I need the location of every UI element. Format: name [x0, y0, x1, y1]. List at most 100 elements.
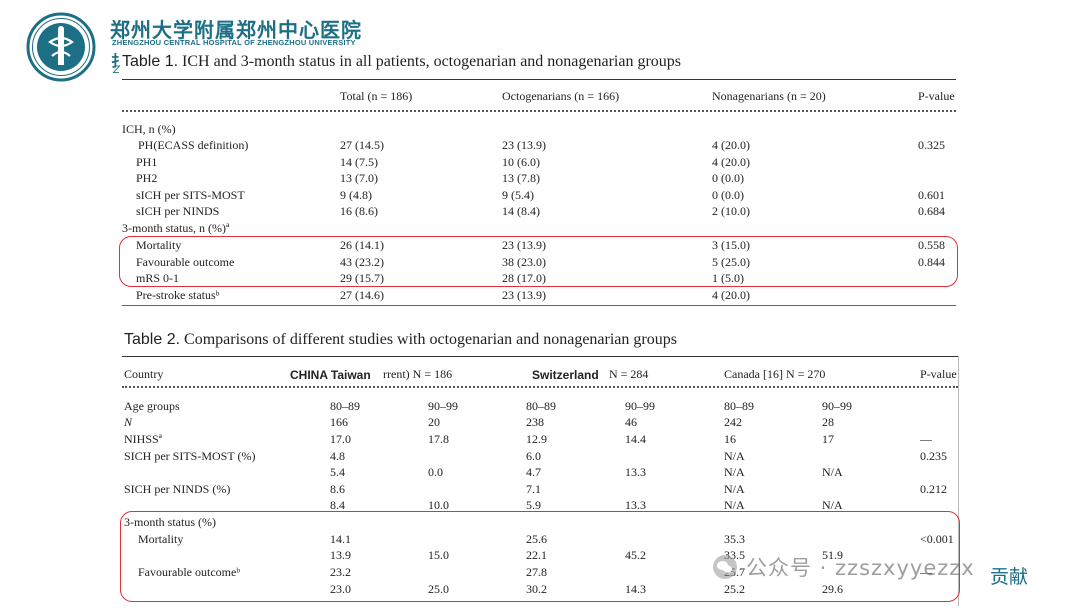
table2-row-label: NIHSSª: [124, 432, 162, 446]
table1-bottom-rule: [122, 305, 956, 306]
table2-cell: 80–89: [526, 399, 556, 413]
table2-cell: 14.1: [330, 532, 351, 546]
table2-row-label: SICH per NINDS (%): [124, 482, 231, 496]
table2-cell: 14.4: [625, 432, 646, 446]
table2-col-china-n: rrent) N = 186: [383, 367, 453, 381]
table2-top-rule: [122, 356, 958, 357]
table1-cell-nona: 4 (20.0): [712, 288, 750, 302]
table2-cell: 90–99: [428, 399, 458, 413]
table1-top-rule: [122, 79, 956, 80]
table1-cell-p: 0.325: [918, 138, 945, 152]
table1-cell-total: 9 (4.8): [340, 188, 372, 202]
table2-cell: 27.8: [526, 565, 547, 579]
table1-col-p: P-value: [918, 89, 955, 103]
table2-cell: 242: [724, 415, 742, 429]
table2-title: Table 2. Comparisons of different studie…: [124, 331, 677, 349]
table2-cell: 30.2: [526, 582, 547, 596]
table2-row-label: Favourable outcomeᵇ: [138, 565, 241, 579]
table2-cell: 7.1: [526, 482, 541, 496]
table2-row-label: SICH per SITS-MOST (%): [124, 449, 256, 463]
table2-cell-p: —: [920, 565, 932, 579]
table2-cell-p: 0.235: [920, 449, 947, 463]
table1-row-label: Pre-stroke statusᵇ: [136, 288, 220, 302]
table2-cell: N/A: [724, 482, 745, 496]
table2-cell: 80–89: [724, 399, 754, 413]
table1-cell-nona: 0 (0.0): [712, 171, 744, 185]
table1-row-label: PH1: [136, 155, 158, 169]
table2-row: N 166 20 238 46 242 28: [0, 415, 1080, 431]
table2-col-country: Country: [124, 367, 164, 381]
table2-cell: 6.0: [526, 449, 541, 463]
table2-col-p: P-value: [920, 367, 957, 381]
table1-col-total: Total (n = 186): [340, 89, 413, 103]
table2-row: 13.9 15.0 22.1 45.2 33.5 51.9: [0, 548, 1080, 564]
table2-cell: 15.0: [428, 548, 449, 562]
table1-cell-octo: 14 (8.4): [502, 204, 540, 218]
table2-cell-p: 0.212: [920, 482, 947, 496]
table2-col-china: CHINA Taiwan: [290, 368, 371, 382]
table1-highlight-box: [119, 236, 958, 287]
table1-cell-octo: 9 (5.4): [502, 188, 534, 202]
table2-header-row: Country CHINA Taiwan rrent) N = 186 Swit…: [0, 367, 1080, 383]
hospital-name-cn: 郑州大学附属郑州中心医院: [110, 18, 362, 42]
table2-cell: 17.8: [428, 432, 449, 446]
wechat-icon: [713, 555, 737, 579]
table1-row-label: 3-month status, n (%)ª: [122, 221, 230, 235]
table1-cell-total: 26 (14.1): [340, 238, 384, 252]
table2-row: 3-month status (%): [0, 515, 1080, 531]
table2-row: SICH per SITS-MOST (%) 4.8 6.0 N/A 0.235: [0, 449, 1080, 465]
table2-title-text: Comparisons of different studies with oc…: [180, 331, 677, 348]
table1-header-row: Total (n = 186) Octogenarians (n = 166) …: [0, 89, 1080, 105]
hospital-name-en: ZHENGZHOU CENTRAL HOSPITAL OF ZHENGZHOU …: [112, 38, 356, 47]
table2-cell: 25.0: [428, 582, 449, 596]
table2-cell: 25.6: [526, 532, 547, 546]
table2-cell: 90–99: [822, 399, 852, 413]
table1-cell-nona: 4 (20.0): [712, 155, 750, 169]
table2-header-rule: [122, 386, 958, 388]
table2-cell: 238: [526, 415, 544, 429]
table2-row: 5.4 0.0 4.7 13.3 N/A N/A: [0, 465, 1080, 481]
table1-cell-nona: 4 (20.0): [712, 138, 750, 152]
table2-cell: 90–99: [625, 399, 655, 413]
table1-row: 3-month status, n (%)ª: [0, 221, 1080, 237]
table1-cell-total: 29 (15.7): [340, 271, 384, 285]
table2-cell: 20: [428, 415, 440, 429]
table1-row-label: ICH, n (%): [122, 122, 176, 136]
table2-row-label: Age groups: [124, 399, 180, 413]
table2-cell: 29.6: [822, 582, 843, 596]
table2-cell: 17: [822, 432, 834, 446]
table1-row-label: PH(ECASS definition): [138, 138, 249, 152]
table2-cell: N/A: [724, 449, 745, 463]
table2-cell: 23.2: [330, 565, 351, 579]
table1-cell-nona: 0 (0.0): [712, 188, 744, 202]
table2-cell: 23.0: [330, 582, 351, 596]
table1-row: PH1 14 (7.5) 10 (6.0) 4 (20.0): [0, 155, 1080, 171]
table1-cell-total: 14 (7.5): [340, 155, 378, 169]
table1-cell-p: 0.558: [918, 238, 945, 252]
table2-cell-p: —: [920, 432, 932, 446]
table2-cell: 45.2: [625, 548, 646, 562]
table1-col-nona: Nonagenarians (n = 20): [712, 89, 826, 103]
table1-row: sICH per SITS-MOST 9 (4.8) 9 (5.4) 0 (0.0) 0…: [0, 188, 1080, 204]
wechat-watermark: 公众号 · zzszxyyezzx: [712, 552, 975, 582]
table1-row-label: Favourable outcome: [136, 255, 235, 269]
table1-cell-octo: 38 (23.0): [502, 255, 546, 269]
table1-cell-total: 13 (7.0): [340, 171, 378, 185]
header-side-mark-2: Z: [113, 64, 120, 76]
table2-cell: 12.9: [526, 432, 547, 446]
table1-row-label: sICH per NINDS: [136, 204, 220, 218]
table2-right-edge: [958, 356, 959, 606]
table2-cell: 35.3: [724, 532, 745, 546]
table1-title: Table 1. ICH and 3-month status in all p…: [122, 53, 681, 71]
table2-cell: 8.6: [330, 482, 345, 496]
table2-cell: 14.3: [625, 582, 646, 596]
header-side-mark: 扌: [111, 53, 127, 70]
contribution-label: 贡献: [990, 566, 1029, 588]
table2-cell: 4.8: [330, 449, 345, 463]
table1-cell-octo: 10 (6.0): [502, 155, 540, 169]
table2-cell: N/A: [822, 465, 843, 479]
table1-row-label: Mortality: [136, 238, 182, 252]
table2-row: 23.0 25.0 30.2 14.3 25.2 29.6: [0, 582, 1080, 598]
table1-cell-nona: 1 (5.0): [712, 271, 744, 285]
table2-row: Age groups 80–89 90–99 80–89 90–99 80–89 90–99: [0, 399, 1080, 415]
